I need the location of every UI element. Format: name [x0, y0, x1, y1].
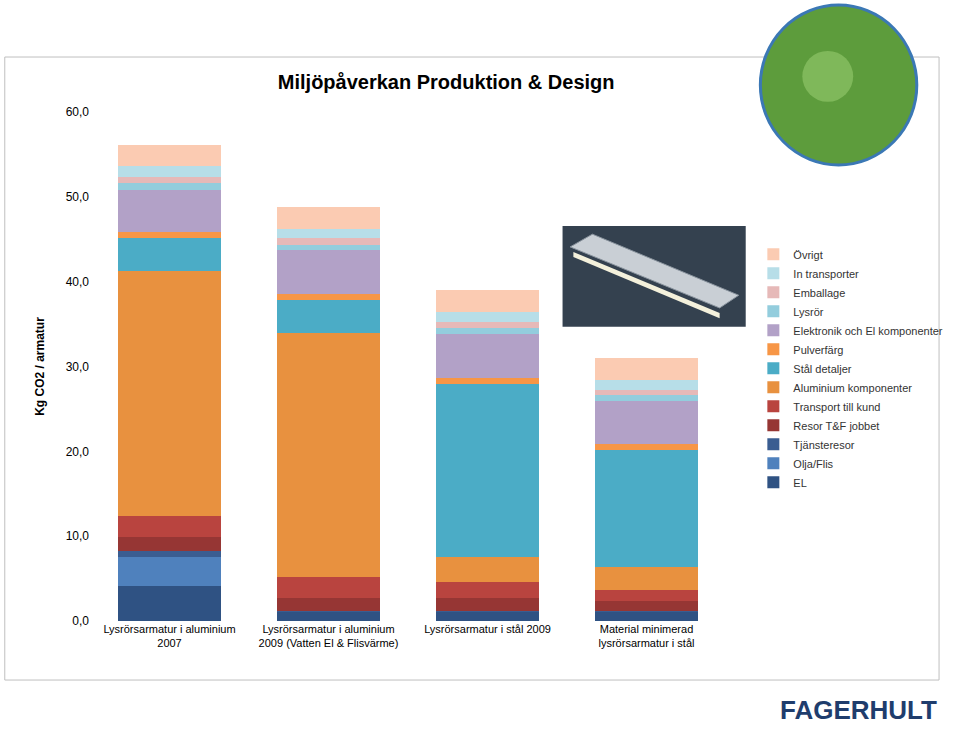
svg-text:Övrigt: Övrigt	[793, 249, 822, 261]
svg-text:10,0: 10,0	[66, 529, 90, 543]
svg-text:Olja/Flis: Olja/Flis	[793, 458, 833, 470]
svg-text:Lysrörsarmatur i aluminium2009: Lysrörsarmatur i aluminium2009 (Vatten E…	[259, 623, 399, 649]
svg-text:In transporter: In transporter	[793, 268, 859, 280]
svg-text:Emballage: Emballage	[793, 287, 845, 299]
svg-text:Elektronik och El komponenter: Elektronik och El komponenter	[793, 325, 943, 337]
svg-text:Miljöpåverkan Produktion & Des: Miljöpåverkan Produktion & Design	[278, 71, 615, 93]
svg-text:50,0: 50,0	[66, 190, 90, 204]
svg-text:Resor T&F jobbet: Resor T&F jobbet	[793, 420, 879, 432]
svg-text:Tjänsteresor: Tjänsteresor	[793, 439, 854, 451]
svg-text:FAGERHULT: FAGERHULT	[780, 695, 937, 725]
svg-text:Kg CO2 / armatur: Kg CO2 / armatur	[33, 317, 47, 416]
svg-text:60,0: 60,0	[66, 105, 90, 119]
svg-text:30,0: 30,0	[66, 360, 90, 374]
svg-text:Aluminium komponenter: Aluminium komponenter	[793, 382, 912, 394]
svg-text:Transport till kund: Transport till kund	[793, 401, 880, 413]
svg-text:Lysrörsarmatur i stål 2009: Lysrörsarmatur i stål 2009	[424, 623, 551, 635]
svg-text:Lysrör: Lysrör	[793, 306, 823, 318]
svg-text:Stål detaljer: Stål detaljer	[793, 363, 851, 375]
svg-text:EL: EL	[793, 477, 806, 489]
svg-text:0,0: 0,0	[72, 614, 89, 628]
svg-text:40,0: 40,0	[66, 275, 90, 289]
svg-text:Lysrörsarmatur i aluminium2007: Lysrörsarmatur i aluminium2007	[103, 623, 235, 649]
svg-text:20,0: 20,0	[66, 445, 90, 459]
svg-text:Material minimeradlysrörsarmat: Material minimeradlysrörsarmatur i stål	[599, 623, 695, 649]
svg-text:Pulverfärg: Pulverfärg	[793, 344, 843, 356]
